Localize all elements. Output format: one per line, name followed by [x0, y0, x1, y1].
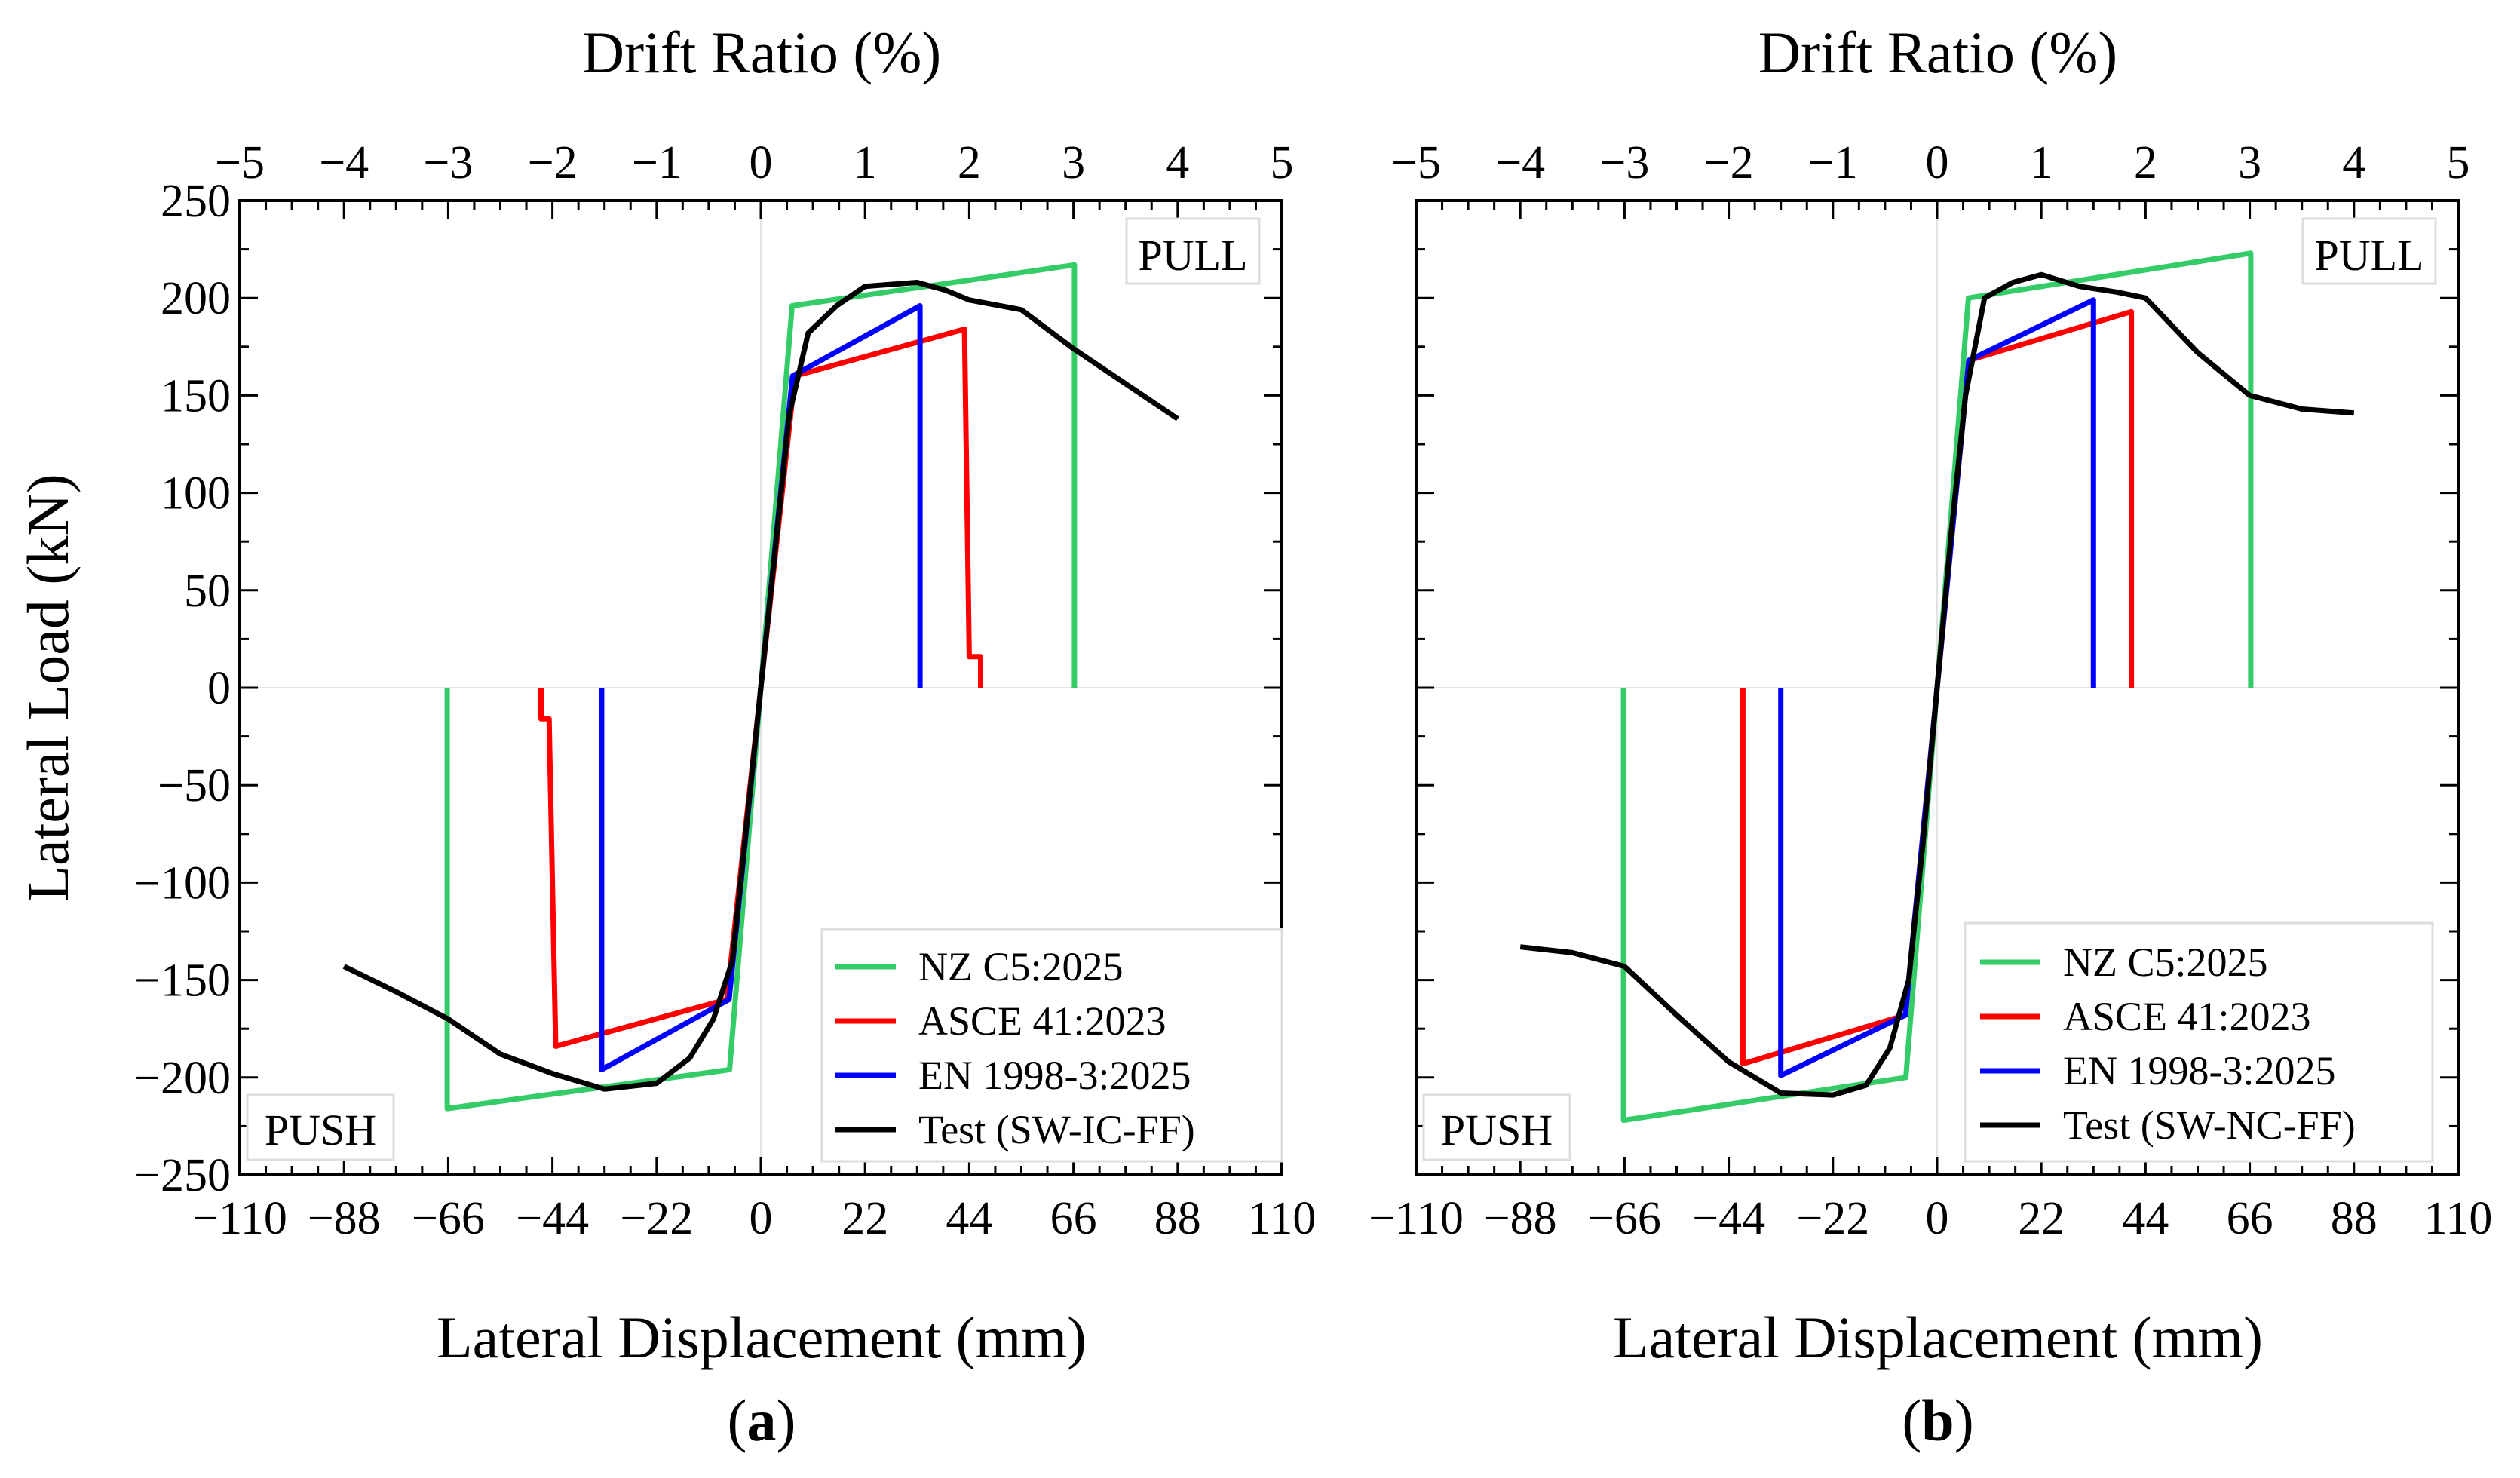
legend-label-0: NZ C5:2025 [918, 944, 1124, 989]
pull-label: PULL [1139, 231, 1248, 280]
x2-tick-label: −2 [1704, 137, 1754, 189]
legend-label-1: ASCE 41:2023 [2063, 994, 2311, 1039]
x-tick-label: 0 [1926, 1193, 1949, 1244]
x2-tick-label: 2 [2134, 137, 2157, 189]
y-tick-label: 50 [184, 566, 231, 617]
x2-tick-label: 2 [958, 137, 981, 189]
y-axis-label: Lateral Load (kN) [15, 474, 81, 901]
x2-tick-label: −5 [1391, 137, 1441, 189]
pull-box [1125, 217, 1261, 285]
pull-annotation: PULL [2301, 217, 2437, 285]
push-box [1422, 1093, 1571, 1161]
x-tick-label: −44 [516, 1193, 589, 1244]
x2-tick-label: −3 [423, 137, 473, 189]
x2-tick-label: 3 [2238, 137, 2261, 189]
pull-label: PULL [2315, 231, 2424, 280]
push-annotation: PUSH [246, 1093, 395, 1161]
y-tick-label: −50 [158, 760, 231, 811]
x-tick-label: 44 [2122, 1193, 2169, 1244]
push-annotation: PUSH [1422, 1093, 1571, 1161]
x2-tick-label: 4 [1166, 137, 1189, 189]
x-tick-label: −110 [1369, 1193, 1464, 1244]
x2-tick-label: 0 [750, 137, 773, 189]
panel-a: −110 −88 −66 −44 −22 0 22 44 66 88 110 −5 −4 −3 −2 −1 0 1… [15, 20, 1316, 1453]
x-axis-label: Lateral Displacement (mm) [1613, 1305, 2263, 1370]
legend-box [820, 928, 1283, 1163]
legend-label-2: EN 1998-3:2025 [918, 1053, 1191, 1098]
y-tick-label: −100 [134, 857, 231, 909]
y-tick-label: −250 [134, 1150, 231, 1201]
y-tick-label: 200 [161, 273, 231, 324]
x-tick-label: −88 [308, 1193, 381, 1244]
legend: NZ C5:2025 ASCE 41:2023 EN 1998-3:2025 Test… [820, 928, 1283, 1163]
x-tick-label: −66 [412, 1193, 485, 1244]
series-line-3 [342, 280, 1179, 1092]
push-label: PUSH [1441, 1105, 1553, 1154]
x-tick-label: 88 [2331, 1193, 2377, 1244]
series-layer [1519, 250, 2355, 1124]
legend-label-3: Test (SW-NC-FF) [2063, 1102, 2356, 1148]
x-tick-label: 0 [750, 1193, 773, 1244]
x2-axis-label: Drift Ratio (%) [1758, 20, 2118, 85]
x-tick-label: 22 [2018, 1193, 2065, 1244]
legend-box [1964, 921, 2434, 1163]
x-tick-label: −110 [192, 1193, 287, 1244]
x-tick-label: 110 [1248, 1193, 1317, 1244]
series-line-3 [1519, 271, 2355, 1098]
push-label: PUSH [265, 1105, 376, 1154]
axes: −110 −88 −66 −44 −22 0 22 44 66 88 110 −5 −4 −3 −2 −1 0 1… [1369, 137, 2492, 1244]
legend: NZ C5:2025 ASCE 41:2023 EN 1998-3:2025 Test… [1964, 921, 2434, 1163]
x-tick-label: 66 [1050, 1193, 1097, 1244]
x2-tick-label: −2 [528, 137, 578, 189]
x-tick-label: 110 [2424, 1193, 2493, 1244]
x2-tick-label: −4 [1495, 137, 1545, 189]
x-tick-label: −22 [620, 1193, 693, 1244]
x2-tick-label: 1 [2030, 137, 2053, 189]
x2-tick-label: −1 [1808, 137, 1858, 189]
pull-annotation: PULL [1125, 217, 1261, 285]
legend-label-1: ASCE 41:2023 [918, 998, 1166, 1044]
x2-tick-label: 1 [854, 137, 877, 189]
y-tick-label: −200 [134, 1053, 231, 1104]
panel-label: (a) [728, 1388, 796, 1453]
x2-tick-label: −5 [215, 137, 265, 189]
x-tick-label: 66 [2227, 1193, 2273, 1244]
push-box [246, 1093, 395, 1161]
legend-label-3: Test (SW-IC-FF) [918, 1107, 1195, 1152]
x2-tick-label: 4 [2342, 137, 2365, 189]
x2-tick-label: −3 [1599, 137, 1649, 189]
y-tick-label: 100 [161, 468, 231, 520]
series-layer [342, 262, 1179, 1112]
x-tick-label: −88 [1484, 1193, 1557, 1244]
x-tick-label: 22 [842, 1193, 888, 1244]
x-axis-label: Lateral Displacement (mm) [437, 1305, 1087, 1370]
x-tick-label: 88 [1154, 1193, 1201, 1244]
x2-tick-label: 0 [1926, 137, 1949, 189]
pull-box [2301, 217, 2437, 285]
x2-tick-label: 5 [2447, 137, 2470, 189]
panel-label: (b) [1902, 1388, 1973, 1453]
y-tick-label: 250 [161, 176, 231, 227]
y-tick-label: 0 [207, 663, 231, 714]
axes: −110 −88 −66 −44 −22 0 22 44 66 88 110 −5 −4 −3 −2 −1 0 1… [134, 137, 1316, 1244]
x2-tick-label: 3 [1062, 137, 1085, 189]
x-tick-label: −66 [1588, 1193, 1661, 1244]
legend-label-2: EN 1998-3:2025 [2063, 1048, 2335, 1093]
x-tick-label: −22 [1796, 1193, 1869, 1244]
x-tick-label: 44 [946, 1193, 992, 1244]
x2-tick-label: −1 [632, 137, 682, 189]
y-tick-label: 150 [161, 370, 231, 422]
panel-b: −110 −88 −66 −44 −22 0 22 44 66 88 110 −5 −4 −3 −2 −1 0 1… [1369, 20, 2492, 1453]
x2-tick-label: −4 [319, 137, 369, 189]
y-tick-label: −150 [134, 955, 231, 1007]
x-tick-label: −44 [1692, 1193, 1765, 1244]
x2-axis-label: Drift Ratio (%) [582, 20, 942, 85]
x2-tick-label: 5 [1271, 137, 1294, 189]
legend-label-0: NZ C5:2025 [2063, 940, 2268, 985]
